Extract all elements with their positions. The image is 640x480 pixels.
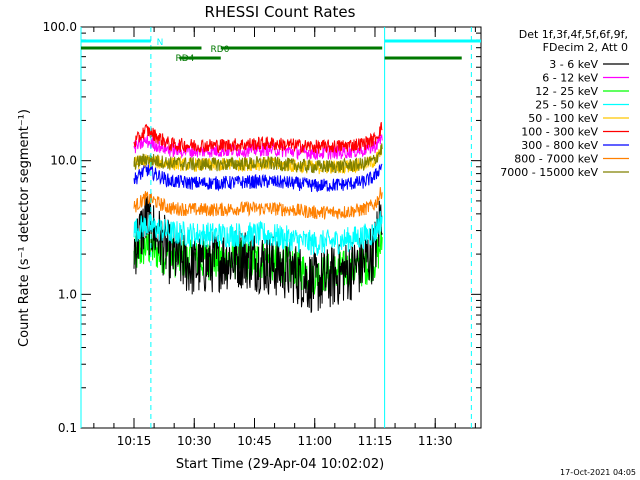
legend-header: Det 1f,3f,4f,5f,6f,9f,	[519, 28, 628, 41]
x-tick-label: 10:15	[117, 434, 152, 448]
y-tick-label: 1.0	[58, 287, 77, 301]
series-line-3-6-kev	[133, 194, 383, 313]
legend-entry-label: 25 - 50 keV	[535, 99, 598, 112]
series-line-800-7000-kev	[133, 187, 383, 220]
legend-entry-label: 3 - 6 keV	[549, 58, 598, 71]
legend-entry-label: 100 - 300 keV	[521, 126, 598, 139]
x-tick-label: 10:30	[177, 434, 212, 448]
x-axis: 10:15 10:30 10:45 11:00 11:15 11:30	[93, 27, 476, 448]
series-line-300-800-kev	[133, 163, 383, 193]
x-tick-label: 10:45	[237, 434, 272, 448]
status-annotations: N RD0 RD4	[80, 27, 481, 428]
chart-title: RHESSI Count Rates	[205, 3, 356, 21]
annotation-label-rd4: RD4	[176, 54, 195, 64]
annotation-label-rd0: RD0	[211, 45, 230, 55]
x-tick-label: 11:15	[358, 434, 393, 448]
legend-entry-label: 7000 - 15000 keV	[500, 166, 598, 179]
series-line-25-50-kev	[133, 210, 383, 256]
legend-entry-label: 300 - 800 keV	[521, 139, 598, 152]
y-tick-label: 100.0	[43, 20, 77, 34]
x-tick-label: 11:00	[297, 434, 332, 448]
y-tick-label: 0.1	[58, 421, 77, 435]
annotation-label-n: N	[157, 38, 164, 48]
series-line-7000-15000-kev	[133, 143, 383, 174]
legend-entry-label: 800 - 7000 keV	[514, 153, 598, 166]
x-tick-label: 11:30	[418, 434, 453, 448]
legend-entry-label: 12 - 25 keV	[535, 85, 598, 98]
legend-entry-label: 50 - 100 keV	[528, 112, 598, 125]
legend: Det 1f,3f,4f,5f,6f,9f,FDecim 2, Att 0 3 -…	[500, 28, 629, 179]
legend-header: FDecim 2, Att 0	[543, 41, 628, 54]
y-axis-label: Count Rate (s⁻¹ detector segment⁻¹)	[17, 109, 32, 347]
legend-entry-label: 6 - 12 keV	[542, 72, 598, 85]
y-axis: 0.1 1.0 10.0 100.0	[43, 20, 481, 435]
series-line-100-300-kev	[133, 122, 383, 154]
x-axis-label: Start Time (29-Apr-04 10:02:02)	[176, 457, 384, 472]
footer-timestamp: 17-Oct-2021 04:05	[560, 468, 636, 477]
y-tick-label: 10.0	[50, 154, 77, 168]
